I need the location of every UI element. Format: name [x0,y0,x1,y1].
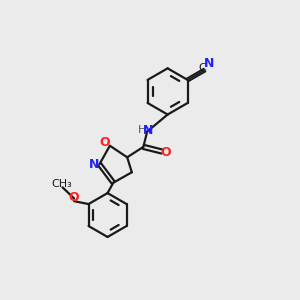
Text: N: N [143,124,153,136]
Text: N: N [89,158,100,171]
Text: CH₃: CH₃ [51,179,72,189]
Text: N: N [204,57,214,70]
Text: C: C [198,63,206,73]
Text: O: O [161,146,171,159]
Text: O: O [100,136,110,149]
Text: H: H [138,125,146,135]
Text: O: O [69,191,80,204]
